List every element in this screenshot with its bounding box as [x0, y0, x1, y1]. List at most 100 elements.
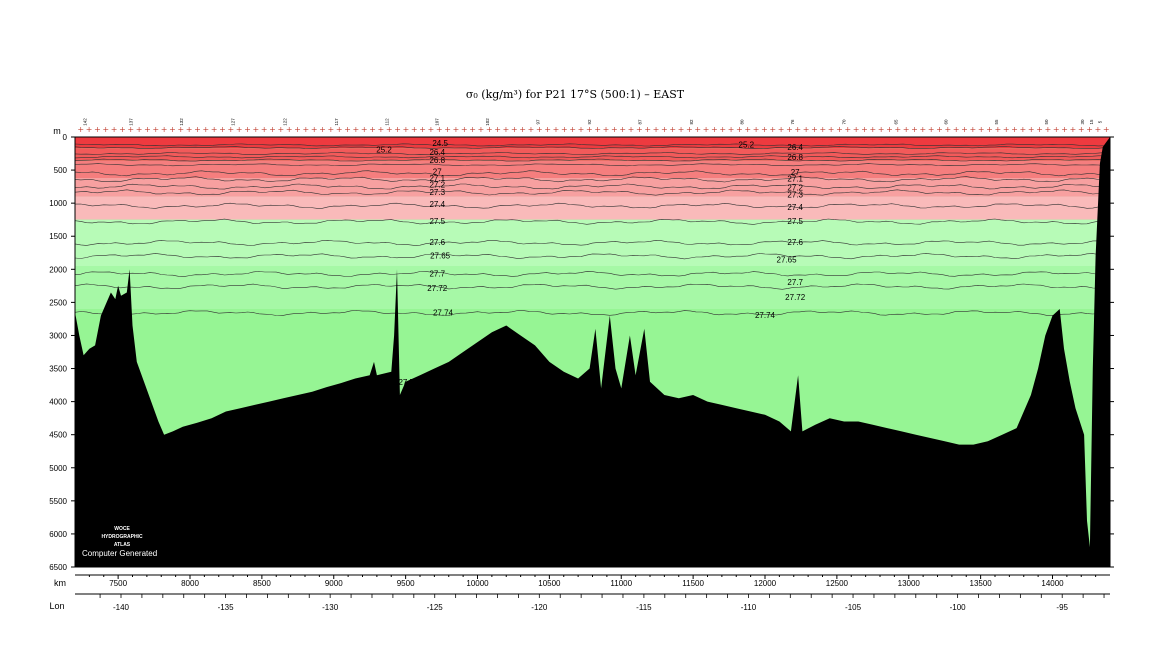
station-label: 55: [994, 119, 999, 125]
contour-26.9: [74, 163, 1111, 167]
station-label: 65: [893, 119, 898, 125]
station-label: 102: [485, 118, 490, 126]
isopycnal-contours: [74, 143, 1111, 317]
contour-label: 26.4: [787, 143, 803, 152]
contour-24.5: [74, 143, 1111, 147]
contour-label: 27.5: [787, 217, 803, 226]
frame-box: [74, 136, 1111, 568]
station-axis: 142 137 132 127 122 117 112 107 102 97 92 87 82 80 76 7…: [78, 118, 1109, 132]
lon-tick-label: -110: [741, 603, 757, 612]
contour-label: 27.2: [429, 181, 445, 190]
depth-axis: m0 500 1000 1500 2000 2500 3000 3500 4000 4500 500…: [49, 126, 1114, 572]
watermark-line4: Computer Generated: [82, 549, 157, 558]
km-tick-label: 11000: [610, 579, 632, 588]
km-tick-label: 9000: [325, 579, 343, 588]
contour-label: 27.74: [755, 311, 776, 320]
km-unit-label: km: [54, 578, 66, 588]
km-tick-label: 12000: [754, 579, 777, 588]
lon-tick-label: -95: [1056, 603, 1068, 612]
contour-26.6: [74, 155, 1111, 159]
station-label: 70: [842, 119, 847, 125]
station-label: 137: [129, 118, 134, 126]
contour-27.5: [74, 218, 1111, 225]
km-tick-label: 9500: [397, 579, 415, 588]
depth-tick-label: 500: [54, 166, 68, 175]
contour-27.6: [74, 239, 1111, 246]
contour-label: 27.4: [429, 200, 445, 209]
contour-label: 25.2: [739, 140, 755, 149]
chart-title: σ₀ (kg/m³) for P21 17°S (500:1) – EAST: [465, 88, 685, 101]
lon-tick-label: -130: [322, 603, 339, 612]
band-band_red_3: [75, 160, 1110, 179]
km-tick-label: 8000: [181, 579, 199, 588]
km-tick-label: 12500: [826, 579, 849, 588]
depth-tick-label: 3000: [49, 331, 67, 340]
lon-unit-label: Lon: [49, 601, 64, 611]
station-label: 127: [231, 118, 236, 126]
km-tick-label: 10000: [466, 579, 489, 588]
station-label: 107: [435, 118, 440, 126]
contour-label: 27.3: [429, 188, 445, 197]
contour-label: 27.2: [787, 183, 803, 192]
depth-tick-label: 0: [63, 133, 68, 142]
contour-label: 27.75: [398, 378, 419, 387]
contour-27.2: [74, 183, 1111, 190]
depth-tick-label: 6000: [49, 530, 67, 539]
station-label: 87: [637, 119, 642, 125]
contour-label: 27.72: [785, 293, 806, 302]
contour-27.1: [74, 176, 1111, 183]
contour-label: 27.65: [430, 251, 451, 260]
contour-27.4: [74, 202, 1111, 209]
station-label: 76: [790, 119, 795, 125]
lon-tick-label: -115: [636, 603, 652, 612]
contour-27.7: [74, 271, 1111, 277]
contour-27.3: [74, 189, 1111, 196]
contour-label: 27.1: [429, 174, 445, 183]
km-axis: km 7500 8000 8500 9000 9500 10000 10500 11000 115…: [54, 574, 1110, 588]
km-tick-label: 10500: [538, 579, 561, 588]
station-label: 122: [282, 118, 287, 126]
contour-label: 24.5: [432, 139, 448, 148]
station-label: 80: [739, 119, 744, 125]
depth-tick-label: 1000: [49, 199, 67, 208]
station-label: 50: [1044, 119, 1049, 125]
watermark-line2: HYDROGRAPHIC: [101, 534, 143, 540]
depth-tick-label: 4500: [49, 431, 67, 440]
contour-27: [74, 170, 1111, 177]
watermark-line1: WOCE: [114, 526, 130, 532]
band-band_green_2: [75, 266, 1110, 309]
contour-25.2: [74, 146, 1111, 150]
station-label: 82: [689, 119, 694, 125]
contour-27.74: [74, 310, 1111, 317]
km-tick-label: 8500: [253, 579, 271, 588]
depth-tick-label: 1500: [49, 232, 67, 241]
contour-label: 27.7: [429, 269, 445, 278]
depth-tick-label: 3500: [49, 365, 67, 374]
contour-label: 27: [791, 168, 800, 177]
station-label: 132: [179, 118, 184, 126]
depth-unit-label: m: [53, 126, 61, 136]
km-tick-label: 7500: [109, 579, 127, 588]
bathymetry: [75, 137, 1110, 567]
contour-27.65: [74, 253, 1111, 260]
km-tick-label: 13000: [898, 579, 921, 588]
contour-label: 27.6: [787, 238, 803, 247]
ocean-bottom: [75, 137, 1110, 567]
lon-tick-label: -135: [218, 603, 235, 612]
contour-label: 27.74: [433, 308, 454, 317]
contour-26.4: [74, 152, 1110, 155]
station-label: 112: [384, 118, 389, 126]
contour-label: 27.6: [429, 238, 445, 247]
depth-tick-label: 4000: [49, 398, 67, 407]
station-label: 30: [1080, 119, 1085, 125]
contour-label: 25.2: [376, 146, 392, 155]
band-surface: [75, 137, 1110, 149]
depth-tick-label: 5000: [49, 464, 67, 473]
contour-label: 26.8: [429, 156, 445, 165]
lon-tick-label: -125: [427, 603, 444, 612]
contour-27.72: [74, 283, 1111, 290]
contour-label: 27.3: [787, 191, 803, 200]
contour-label: 27.65: [777, 255, 798, 264]
